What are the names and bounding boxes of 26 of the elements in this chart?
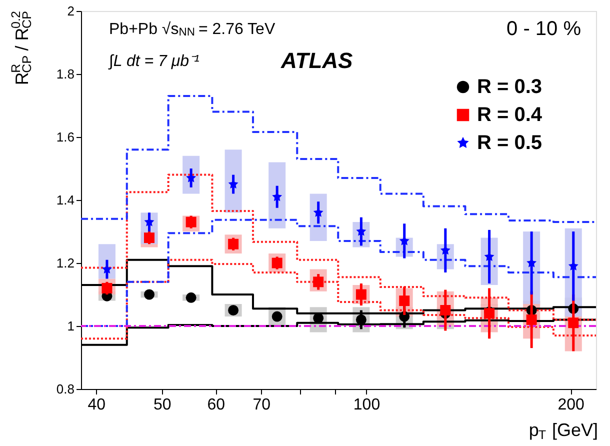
annotation: Pb+Pb √sNN = 2.76 TeV [109, 21, 276, 39]
y-tick-label: 1 [67, 318, 74, 334]
y-tick-label: 1.4 [56, 192, 74, 208]
x-tick-label: 50 [154, 396, 172, 414]
legend-label: R = 0.3 [477, 76, 542, 98]
x-tick-label: 100 [353, 396, 380, 414]
x-tick-label: 70 [252, 396, 271, 414]
point [568, 318, 579, 328]
annotation: ATLAS [280, 48, 354, 73]
point [144, 289, 154, 300]
y-tick-label: 1.8 [56, 66, 74, 82]
y-tick-label: 1.2 [56, 256, 74, 270]
point [186, 292, 196, 303]
y-tick-label: 1.6 [56, 130, 74, 144]
legend-label: R = 0.5 [477, 132, 542, 154]
y-tick-label: 0.8 [56, 382, 74, 396]
legend-label: R = 0.4 [477, 104, 543, 126]
bar [268, 162, 286, 228]
bar [224, 150, 242, 213]
x-tick-label: 60 [207, 396, 226, 414]
annotation: 0 - 10 % [506, 18, 582, 40]
y-tick-label: 2 [67, 4, 74, 18]
annotation: ∫L dt = 7 μb⁻¹ [108, 53, 200, 70]
y-axis-title: RRCP / R0.2CP [8, 11, 34, 86]
x-tick-label: 40 [88, 396, 106, 414]
x-tick-label: 200 [558, 396, 585, 414]
